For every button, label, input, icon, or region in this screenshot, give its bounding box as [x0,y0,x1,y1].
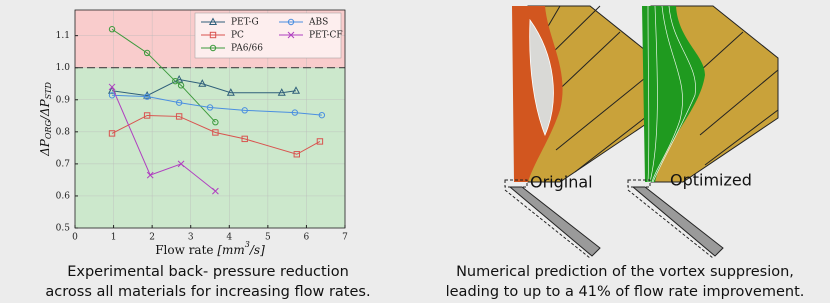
caption: Numerical prediction of the vortex suppr… [456,264,794,280]
y-tick-label: 1.0 [56,63,71,73]
y-axis-label-part: ΔP [38,138,52,157]
data-point [108,26,116,33]
data-point [177,82,185,89]
data-point [316,138,324,145]
y-tick-label: 0.6 [56,191,71,201]
x-tick-label: 7 [342,233,348,243]
y-axis-label-part: ORG [44,120,53,140]
x-tick-label: 3 [188,233,194,243]
y-axis-label: ΔPORG/ΔPSTD [38,82,54,157]
data-point [241,135,248,143]
y-tick-label: 1.1 [56,31,70,41]
data-point [143,112,151,119]
x-axis-label-part: [mm [217,243,244,257]
data-point [318,111,326,119]
x-tick-label: 2 [149,233,155,243]
legend-label: PET-CF [309,31,343,41]
data-point [212,187,219,195]
data-point [143,93,151,100]
data-point [108,92,116,99]
data-point [291,86,301,94]
data-point [108,83,116,91]
data-point [175,113,183,120]
y-axis-label-part: STD [44,82,53,100]
data-point [108,130,116,137]
legend-label: PET-G [231,18,259,28]
series-line [111,86,216,192]
series-line [112,94,322,116]
data-point [277,88,286,96]
y-tick-label: 0.8 [56,127,71,137]
series-line [111,79,297,97]
y-tick-label: 0.5 [56,224,71,234]
x-tick-label: 6 [304,233,310,243]
caption: Experimental back- pressure reduction [67,264,349,280]
data-point [291,109,299,116]
diagram-label: Original [530,173,593,192]
original-nozzle [504,5,656,259]
data-point [146,171,154,179]
y-axis-label-part: /ΔP [38,98,52,121]
x-tick-label: 1 [111,233,117,243]
legend-label: PC [231,31,244,41]
data-point [293,151,300,158]
diagram-label: Optimized [670,171,752,190]
legend-marker [208,17,218,25]
data-point [175,99,183,106]
x-tick-label: 4 [226,233,232,243]
x-axis-label-part: 3 [245,240,250,249]
y-tick-label: 0.9 [56,95,71,105]
data-point [241,107,248,114]
x-axis-label-part: Flow rate [155,243,217,257]
data-point [172,77,179,85]
x-axis-label: Flow rate [mm3/s] [155,240,265,257]
series-line [111,28,216,123]
legend-marker [209,44,217,52]
data-point [143,91,152,99]
legend-label: ABS [308,18,328,28]
lower-band [75,67,345,229]
y-tick-label: 0.7 [56,159,71,169]
legend-label: PA6/66 [231,44,263,54]
data-point [177,160,185,168]
series-line [111,114,321,155]
data-point [206,104,214,111]
legend-marker [287,31,295,39]
x-tick-label: 0 [72,233,78,243]
data-point [143,49,151,57]
legend-marker [209,31,217,39]
legend-marker [287,18,295,26]
plot-frame [74,9,346,229]
data-point [198,79,207,87]
data-point [212,129,219,136]
caption: leading to up to a 41% of flow rate impr… [446,284,805,300]
data-point [212,119,219,126]
data-point [226,88,235,96]
x-axis-label-part: /s] [249,243,265,257]
optimized-nozzle [627,5,779,259]
x-tick-label: 5 [265,233,271,243]
caption: across all materials for increasing flow… [45,284,370,300]
